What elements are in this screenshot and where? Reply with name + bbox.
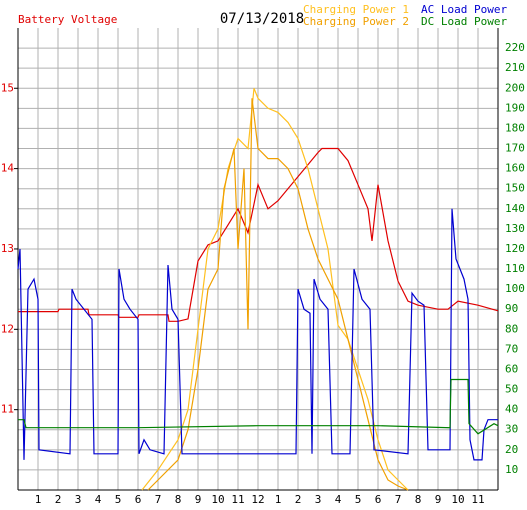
y2-tick-label: 190 [505, 101, 525, 114]
series-line [17, 208, 498, 461]
x-tick-label: 5 [115, 493, 122, 506]
y2-tick-label: 100 [505, 282, 525, 295]
legend-label: AC Load Power [421, 3, 507, 16]
y2-tick-label: 130 [505, 222, 525, 235]
y2-tick-label: 60 [505, 362, 518, 375]
legend-label: Charging Power 1 [303, 3, 409, 16]
date: 07/13/2018 [220, 11, 304, 27]
x-tick-label: 5 [355, 493, 362, 506]
x-tick-label: 2 [295, 493, 302, 506]
y2-tick-label: 160 [505, 162, 525, 175]
x-tick-label: 2 [55, 493, 62, 506]
x-tick-label: 10 [451, 493, 464, 506]
y-tick-label: 14 [1, 162, 15, 175]
x-tick-label: 8 [175, 493, 182, 506]
y2-tick-label: 120 [505, 242, 525, 255]
y2-tick-label: 200 [505, 81, 525, 94]
legend-label: Charging Power 2 [303, 15, 409, 28]
x-tick-label: 3 [315, 493, 322, 506]
x-tick-label: 7 [155, 493, 162, 506]
y2-tick-label: 50 [505, 383, 518, 396]
series-line [18, 378, 499, 435]
x-tick-label: 12 [251, 493, 264, 506]
series-line [141, 88, 409, 491]
y2-tick-label: 150 [505, 182, 525, 195]
y2-tick-label: 10 [505, 463, 518, 476]
x-tick-label: 6 [375, 493, 382, 506]
y2-tick-label: 140 [505, 202, 525, 215]
x-tick-label: 8 [415, 493, 422, 506]
y2-tick-label: 220 [505, 41, 525, 54]
series-line [18, 147, 499, 322]
y2-tick-label: 80 [505, 322, 518, 335]
y2-tick-label: 30 [505, 423, 518, 436]
x-tick-label: 11 [231, 493, 244, 506]
x-tick-label: 9 [195, 493, 202, 506]
y2-tick-label: 110 [505, 262, 525, 275]
series-line [147, 98, 409, 491]
x-tick-label: 1 [275, 493, 282, 506]
y2-tick-label: 180 [505, 121, 525, 134]
x-tick-label: 1 [35, 493, 42, 506]
y2-tick-label: 210 [505, 61, 525, 74]
legend-label: Battery Voltage [18, 13, 117, 26]
x-tick-label: 9 [435, 493, 442, 506]
x-tick-label: 7 [395, 493, 402, 506]
x-tick-label: 10 [211, 493, 224, 506]
y-tick-label: 11 [1, 403, 14, 416]
x-tick-label: 11 [471, 493, 484, 506]
x-tick-label: 3 [75, 493, 82, 506]
y2-tick-label: 40 [505, 403, 518, 416]
y-tick-label: 15 [1, 81, 14, 94]
y-tick-label: 13 [1, 242, 14, 255]
y2-tick-label: 70 [505, 342, 518, 355]
x-tick-label: 4 [335, 493, 342, 506]
y2-tick-label: 20 [505, 443, 518, 456]
x-tick-label: 6 [135, 493, 142, 506]
legend-label: DC Load Power [421, 15, 507, 28]
y-tick-label: 12 [1, 322, 14, 335]
y2-tick-label: 170 [505, 142, 525, 155]
y2-tick-label: 90 [505, 302, 518, 315]
x-tick-label: 4 [95, 493, 102, 506]
